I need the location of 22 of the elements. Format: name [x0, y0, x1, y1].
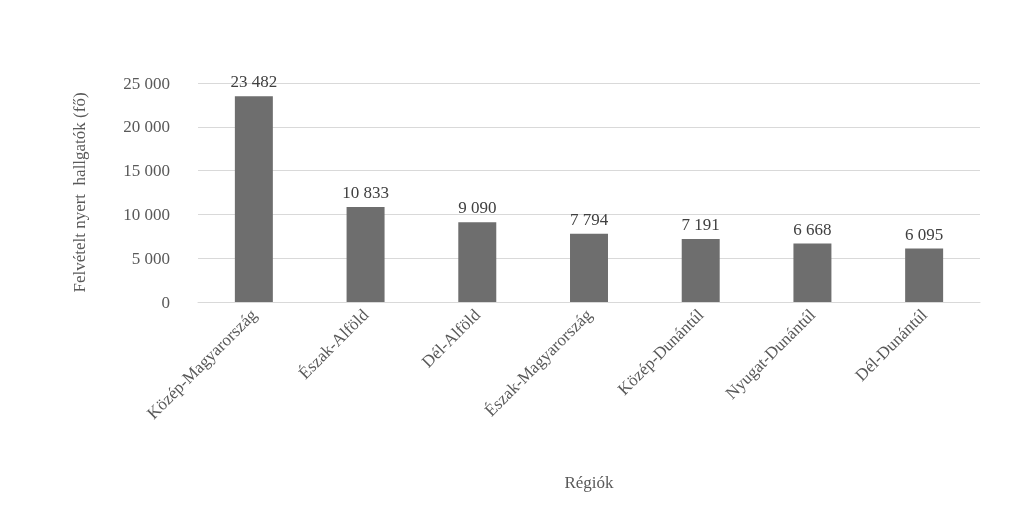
- data-label: 6 095: [905, 224, 944, 244]
- bar: [458, 222, 497, 302]
- y-axis-title: Felvételt nyert hallgatók (fő): [70, 92, 89, 293]
- bar: [570, 233, 608, 302]
- bar: [793, 243, 832, 302]
- data-label: 6 668: [793, 219, 832, 239]
- y-tick-label: 10 000: [123, 204, 170, 224]
- bar: [346, 207, 385, 302]
- x-axis-title: Régiók: [564, 473, 615, 492]
- y-tick-label: 0: [161, 292, 170, 312]
- bar: [234, 96, 273, 302]
- data-label: 7 794: [569, 209, 609, 229]
- y-tick-label: 15 000: [123, 161, 170, 181]
- data-label: 23 482: [230, 72, 278, 92]
- data-label: 10 833: [342, 183, 389, 203]
- bar: [681, 239, 720, 302]
- y-tick-label: 25 000: [123, 73, 170, 93]
- y-tick-label: 20 000: [123, 117, 170, 137]
- y-tick-label: 5 000: [131, 248, 170, 268]
- bar: [905, 248, 944, 302]
- data-label: 7 191: [681, 215, 720, 235]
- data-label: 9 090: [458, 198, 497, 218]
